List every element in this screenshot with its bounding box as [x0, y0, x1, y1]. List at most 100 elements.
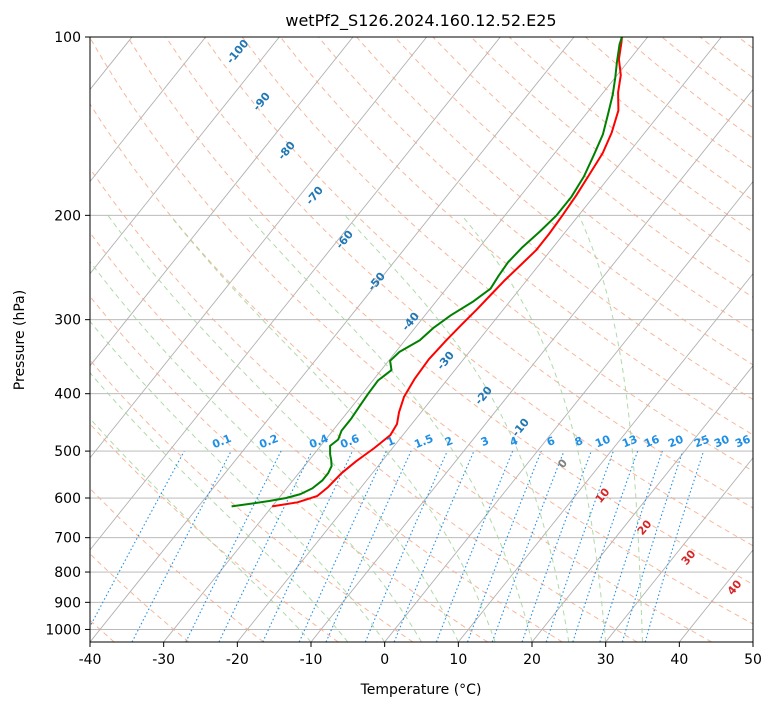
mixing-ratio-line	[435, 450, 514, 642]
moist-adiabat-line	[461, 214, 607, 642]
y-tick-label: 100	[54, 30, 81, 46]
y-tick-label: 800	[54, 565, 81, 581]
dry-adiabat-label: 30	[679, 547, 699, 567]
x-tick-label: 10	[449, 652, 467, 668]
moist-adiabat-line	[90, 260, 422, 642]
mixing-ratio-line	[545, 450, 614, 642]
profile-lines	[231, 37, 623, 508]
mixing-ratio-line	[262, 450, 353, 642]
mixing-ratio-line	[90, 450, 185, 628]
y-tick-label: 900	[54, 595, 81, 611]
dry-adiabat-line	[318, 37, 753, 401]
moist-adiabat-line	[578, 215, 643, 642]
moist-adiabat-line	[90, 372, 349, 642]
isotherm-line	[605, 457, 753, 642]
dry-adiabat-label: -100	[224, 37, 252, 67]
dry-adiabat-line	[165, 37, 753, 547]
y-axis: 100 200 300 400 500 600 700 800 900 1000	[45, 30, 90, 638]
dry-adiabat-line	[547, 37, 753, 201]
dry-adiabat-line	[90, 487, 264, 642]
mixing-ratio-label: 8	[573, 434, 585, 449]
mixing-ratio-label: 20	[666, 433, 685, 451]
mixing-ratio-line	[621, 450, 684, 642]
moist-adiabat-line	[169, 214, 496, 642]
x-tick-label: 40	[670, 652, 688, 668]
dry-adiabat-label: 40	[725, 577, 745, 597]
x-tick-label: 20	[523, 652, 541, 668]
y-axis-title: Pressure (hPa)	[12, 290, 28, 390]
mixing-ratio-line	[491, 450, 565, 642]
mixing-ratio-line	[325, 450, 412, 642]
dry-adiabat-line	[90, 359, 414, 642]
dry-adiabat-line	[699, 37, 753, 79]
moist-adiabat-line	[247, 214, 533, 642]
mixing-ratio-line	[393, 450, 475, 642]
mixing-ratio-label: 0.6	[338, 432, 361, 451]
isotherm-line	[90, 37, 354, 367]
dry-adiabat-line	[470, 37, 753, 266]
dry-adiabat-label: -60	[333, 228, 356, 252]
mixing-ratio-label: 10	[593, 433, 612, 451]
isotherm-line	[90, 37, 575, 642]
x-tick-label: -20	[226, 652, 249, 668]
x-tick-label: 50	[744, 652, 762, 668]
dry-adiabat-line	[90, 167, 638, 642]
chart-title: wetPf2_S126.2024.160.12.52.E25	[285, 11, 556, 31]
mixing-ratio-line	[298, 450, 387, 642]
dry-adiabat-line	[279, 37, 753, 436]
y-tick-label: 600	[54, 491, 81, 507]
mixing-ratio-label: 1	[385, 434, 397, 449]
dry-adiabat-line	[90, 37, 753, 625]
mixing-ratio-label: 30	[712, 433, 731, 451]
dry-adiabat-label: -90	[250, 90, 273, 114]
moist-adiabat-line	[344, 214, 570, 642]
dry-adiabat-label: 10	[593, 485, 613, 505]
mixing-ratio-label: 2	[443, 434, 455, 449]
isotherm-line	[310, 88, 753, 642]
mixing-ratio-label: 36	[733, 433, 752, 451]
mixing-ratio-label: 3	[479, 434, 491, 449]
x-axis-title: Temperature (°C)	[360, 682, 482, 698]
isotherm-line	[90, 37, 280, 275]
y-tick-label: 300	[54, 313, 81, 329]
x-tick-label: 0	[380, 652, 389, 668]
mixing-ratio-label: 13	[620, 433, 639, 451]
mixing-ratio-label: 0.1	[210, 432, 233, 451]
isotherm-line	[457, 272, 753, 642]
mixing-ratio-line	[185, 450, 282, 642]
background-lines	[0, 37, 753, 642]
mixing-ratio-label: 0.2	[257, 432, 280, 451]
isotherm-line	[0, 37, 58, 642]
x-tick-label: -10	[300, 652, 323, 668]
mixing-ratio-label: 6	[545, 434, 557, 449]
dry-adiabat-line	[90, 103, 712, 642]
dry-adiabat-line	[394, 37, 753, 332]
isotherm-line	[531, 365, 753, 642]
x-axis: -40 -30 -20 -10 0 10 20 30 40 50	[79, 642, 762, 668]
dry-adiabat-line	[737, 37, 753, 49]
isotherm-line	[752, 641, 753, 642]
dry-adiabat-label: -40	[399, 310, 422, 334]
dry-adiabat-label: -30	[434, 349, 457, 373]
y-tick-label: 700	[54, 531, 81, 547]
isotherm-line	[678, 549, 753, 642]
mixing-ratio-line	[364, 450, 448, 642]
isotherm-line	[384, 180, 753, 642]
mixing-ratio-line	[466, 450, 542, 642]
dry-adiabat-line	[203, 37, 753, 509]
temperature-line	[271, 37, 623, 508]
y-tick-label: 400	[54, 387, 81, 403]
dry-adiabat-label: -80	[275, 139, 298, 163]
isotherm-line	[90, 37, 501, 551]
y-tick-label: 200	[54, 208, 81, 224]
y-tick-label: 1000	[45, 622, 81, 638]
x-tick-label: -40	[79, 652, 102, 668]
isotherm-line	[163, 37, 649, 642]
dry-adiabat-line	[90, 231, 563, 642]
y-tick-label: 500	[54, 444, 81, 460]
isotherm-line	[236, 37, 722, 642]
line-labels: -100-90-80-70-60-50-40-30-20-10010203040…	[210, 37, 752, 598]
moist-adiabat-line	[90, 417, 312, 642]
isotherm-line	[90, 37, 428, 459]
